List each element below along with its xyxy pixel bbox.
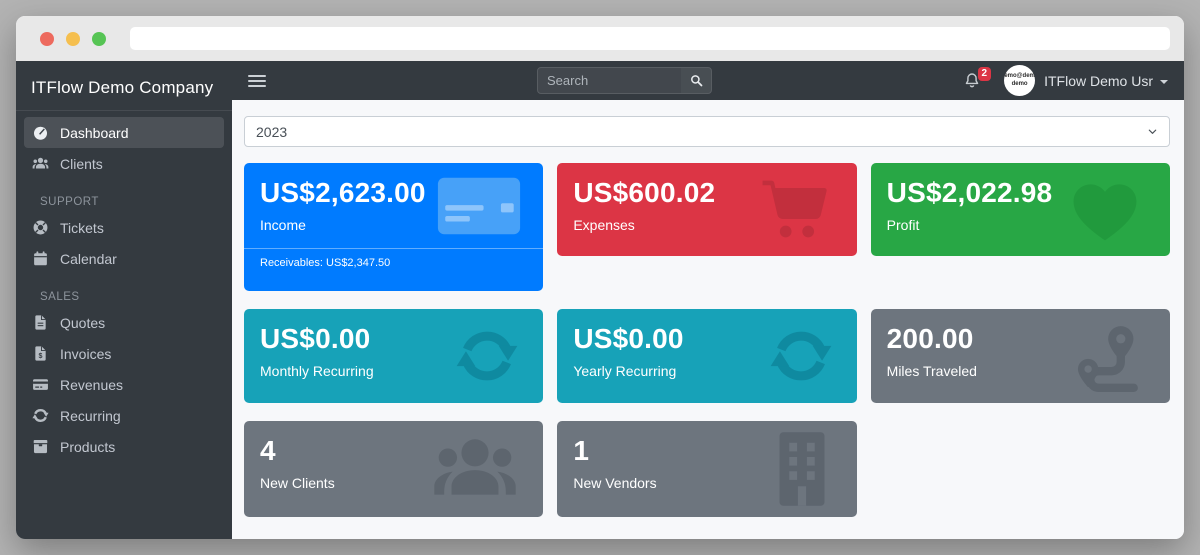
card-footer: Receivables: US$2,347.50 — [244, 248, 544, 277]
box-icon — [32, 438, 49, 455]
card-new-clients[interactable]: 4 New Clients — [244, 421, 544, 517]
building-icon — [757, 424, 847, 514]
chevron-down-icon — [1147, 126, 1158, 137]
tachometer-icon — [32, 124, 49, 141]
card-profit[interactable]: US$2,022.98 Profit — [870, 163, 1170, 256]
sidebar-item-calendar[interactable]: Calendar — [24, 243, 224, 274]
shopping-cart-icon — [757, 172, 831, 246]
notification-badge: 2 — [977, 66, 992, 81]
search-input[interactable] — [538, 68, 681, 93]
chevron-down-icon — [1160, 79, 1168, 84]
card-label: Income — [260, 216, 306, 233]
sidebar: ITFlow Demo Company Dashboard Clients SU… — [16, 61, 232, 539]
credit-card-icon — [32, 376, 49, 393]
sidebar-item-dashboard[interactable]: Dashboard — [24, 117, 224, 148]
file-invoice-dollar-icon — [32, 345, 49, 362]
sync-icon — [32, 407, 49, 424]
card-label: New Clients — [260, 474, 335, 491]
sidebar-item-clients[interactable]: Clients — [24, 148, 224, 179]
card-label: New Vendors — [573, 474, 657, 491]
card-value: 1 — [573, 435, 590, 466]
card-label: Profit — [886, 216, 920, 233]
users-icon — [431, 425, 519, 513]
card-value: US$2,623.00 — [260, 177, 426, 208]
sidebar-section-support: SUPPORT — [40, 196, 99, 208]
menu-toggle-icon[interactable] — [248, 71, 266, 91]
dashboard-content: 2023 US$2,623.00 Income Receivable — [232, 100, 1184, 539]
card-value: 4 — [260, 435, 276, 466]
sidebar-item-tickets[interactable]: Tickets — [24, 212, 224, 243]
card-new-vendors[interactable]: 1 New Vendors — [557, 421, 857, 517]
sidebar-item-quotes[interactable]: Quotes — [24, 307, 224, 338]
notifications-button[interactable]: 2 — [962, 66, 992, 91]
card-value: US$2,022.98 — [886, 177, 1053, 208]
avatar[interactable]: demo@demo demo — [1004, 65, 1036, 96]
heart-icon — [1064, 168, 1146, 250]
card-label: Expenses — [573, 216, 635, 233]
search-form — [537, 67, 712, 94]
card-income[interactable]: US$2,623.00 Income Receivables: US$2,347… — [244, 163, 544, 291]
card-label: Miles Traveled — [886, 362, 977, 379]
browser-window: ITFlow Demo Company Dashboard Clients SU… — [16, 16, 1184, 539]
sidebar-item-label: Quotes — [60, 314, 106, 331]
sidebar-nav: Dashboard Clients SUPPORT Tickets Calend… — [16, 111, 232, 462]
life-ring-icon — [32, 219, 49, 236]
year-select-value: 2023 — [256, 123, 288, 140]
sync-icon — [455, 324, 519, 388]
sidebar-item-label: Revenues — [60, 376, 124, 393]
sync-icon — [769, 324, 833, 388]
sidebar-item-label: Clients — [60, 155, 103, 172]
card-label: Monthly Recurring — [260, 362, 374, 379]
traffic-lights — [40, 31, 106, 46]
sidebar-item-products[interactable]: Products — [24, 431, 224, 462]
calendar-icon — [32, 250, 49, 267]
sidebar-section-sales: SALES — [40, 291, 80, 303]
sidebar-item-label: Calendar — [60, 250, 117, 267]
route-icon — [1069, 320, 1143, 394]
search-button[interactable] — [681, 68, 711, 93]
sidebar-item-label: Recurring — [60, 407, 121, 424]
stat-card-grid: US$2,623.00 Income Receivables: US$2,347… — [244, 163, 1170, 517]
user-name: ITFlow Demo Usr — [1044, 72, 1153, 89]
maximize-window-button[interactable] — [92, 31, 106, 46]
credit-card-icon — [437, 176, 521, 236]
card-yearly-recurring[interactable]: US$0.00 Yearly Recurring — [557, 309, 857, 403]
sidebar-item-label: Products — [60, 438, 116, 455]
browser-titlebar — [16, 16, 1184, 61]
brand-title[interactable]: ITFlow Demo Company — [16, 61, 232, 111]
card-label: Yearly Recurring — [573, 362, 677, 379]
address-bar[interactable] — [130, 27, 1170, 50]
users-icon — [32, 155, 49, 172]
sidebar-item-label: Dashboard — [60, 124, 129, 141]
sidebar-item-revenues[interactable]: Revenues — [24, 369, 224, 400]
sidebar-item-label: Invoices — [60, 345, 112, 362]
card-expenses[interactable]: US$600.02 Expenses — [557, 163, 857, 256]
card-monthly-recurring[interactable]: US$0.00 Monthly Recurring — [244, 309, 544, 403]
minimize-window-button[interactable] — [66, 31, 80, 46]
sidebar-item-label: Tickets — [60, 219, 104, 236]
card-value: 200.00 — [886, 323, 974, 354]
search-icon — [689, 73, 704, 88]
top-navbar: 2 demo@demo demo ITFlow Demo Usr — [232, 61, 1184, 100]
card-value: US$0.00 — [260, 323, 371, 354]
sidebar-item-recurring[interactable]: Recurring — [24, 400, 224, 431]
year-select[interactable]: 2023 — [244, 116, 1170, 147]
close-window-button[interactable] — [40, 31, 54, 46]
file-lines-icon — [32, 314, 49, 331]
card-value: US$0.00 — [573, 323, 684, 354]
sidebar-item-invoices[interactable]: Invoices — [24, 338, 224, 369]
user-menu[interactable]: ITFlow Demo Usr — [1044, 73, 1168, 89]
card-value: US$600.02 — [573, 177, 716, 208]
card-miles-traveled[interactable]: 200.00 Miles Traveled — [870, 309, 1170, 403]
